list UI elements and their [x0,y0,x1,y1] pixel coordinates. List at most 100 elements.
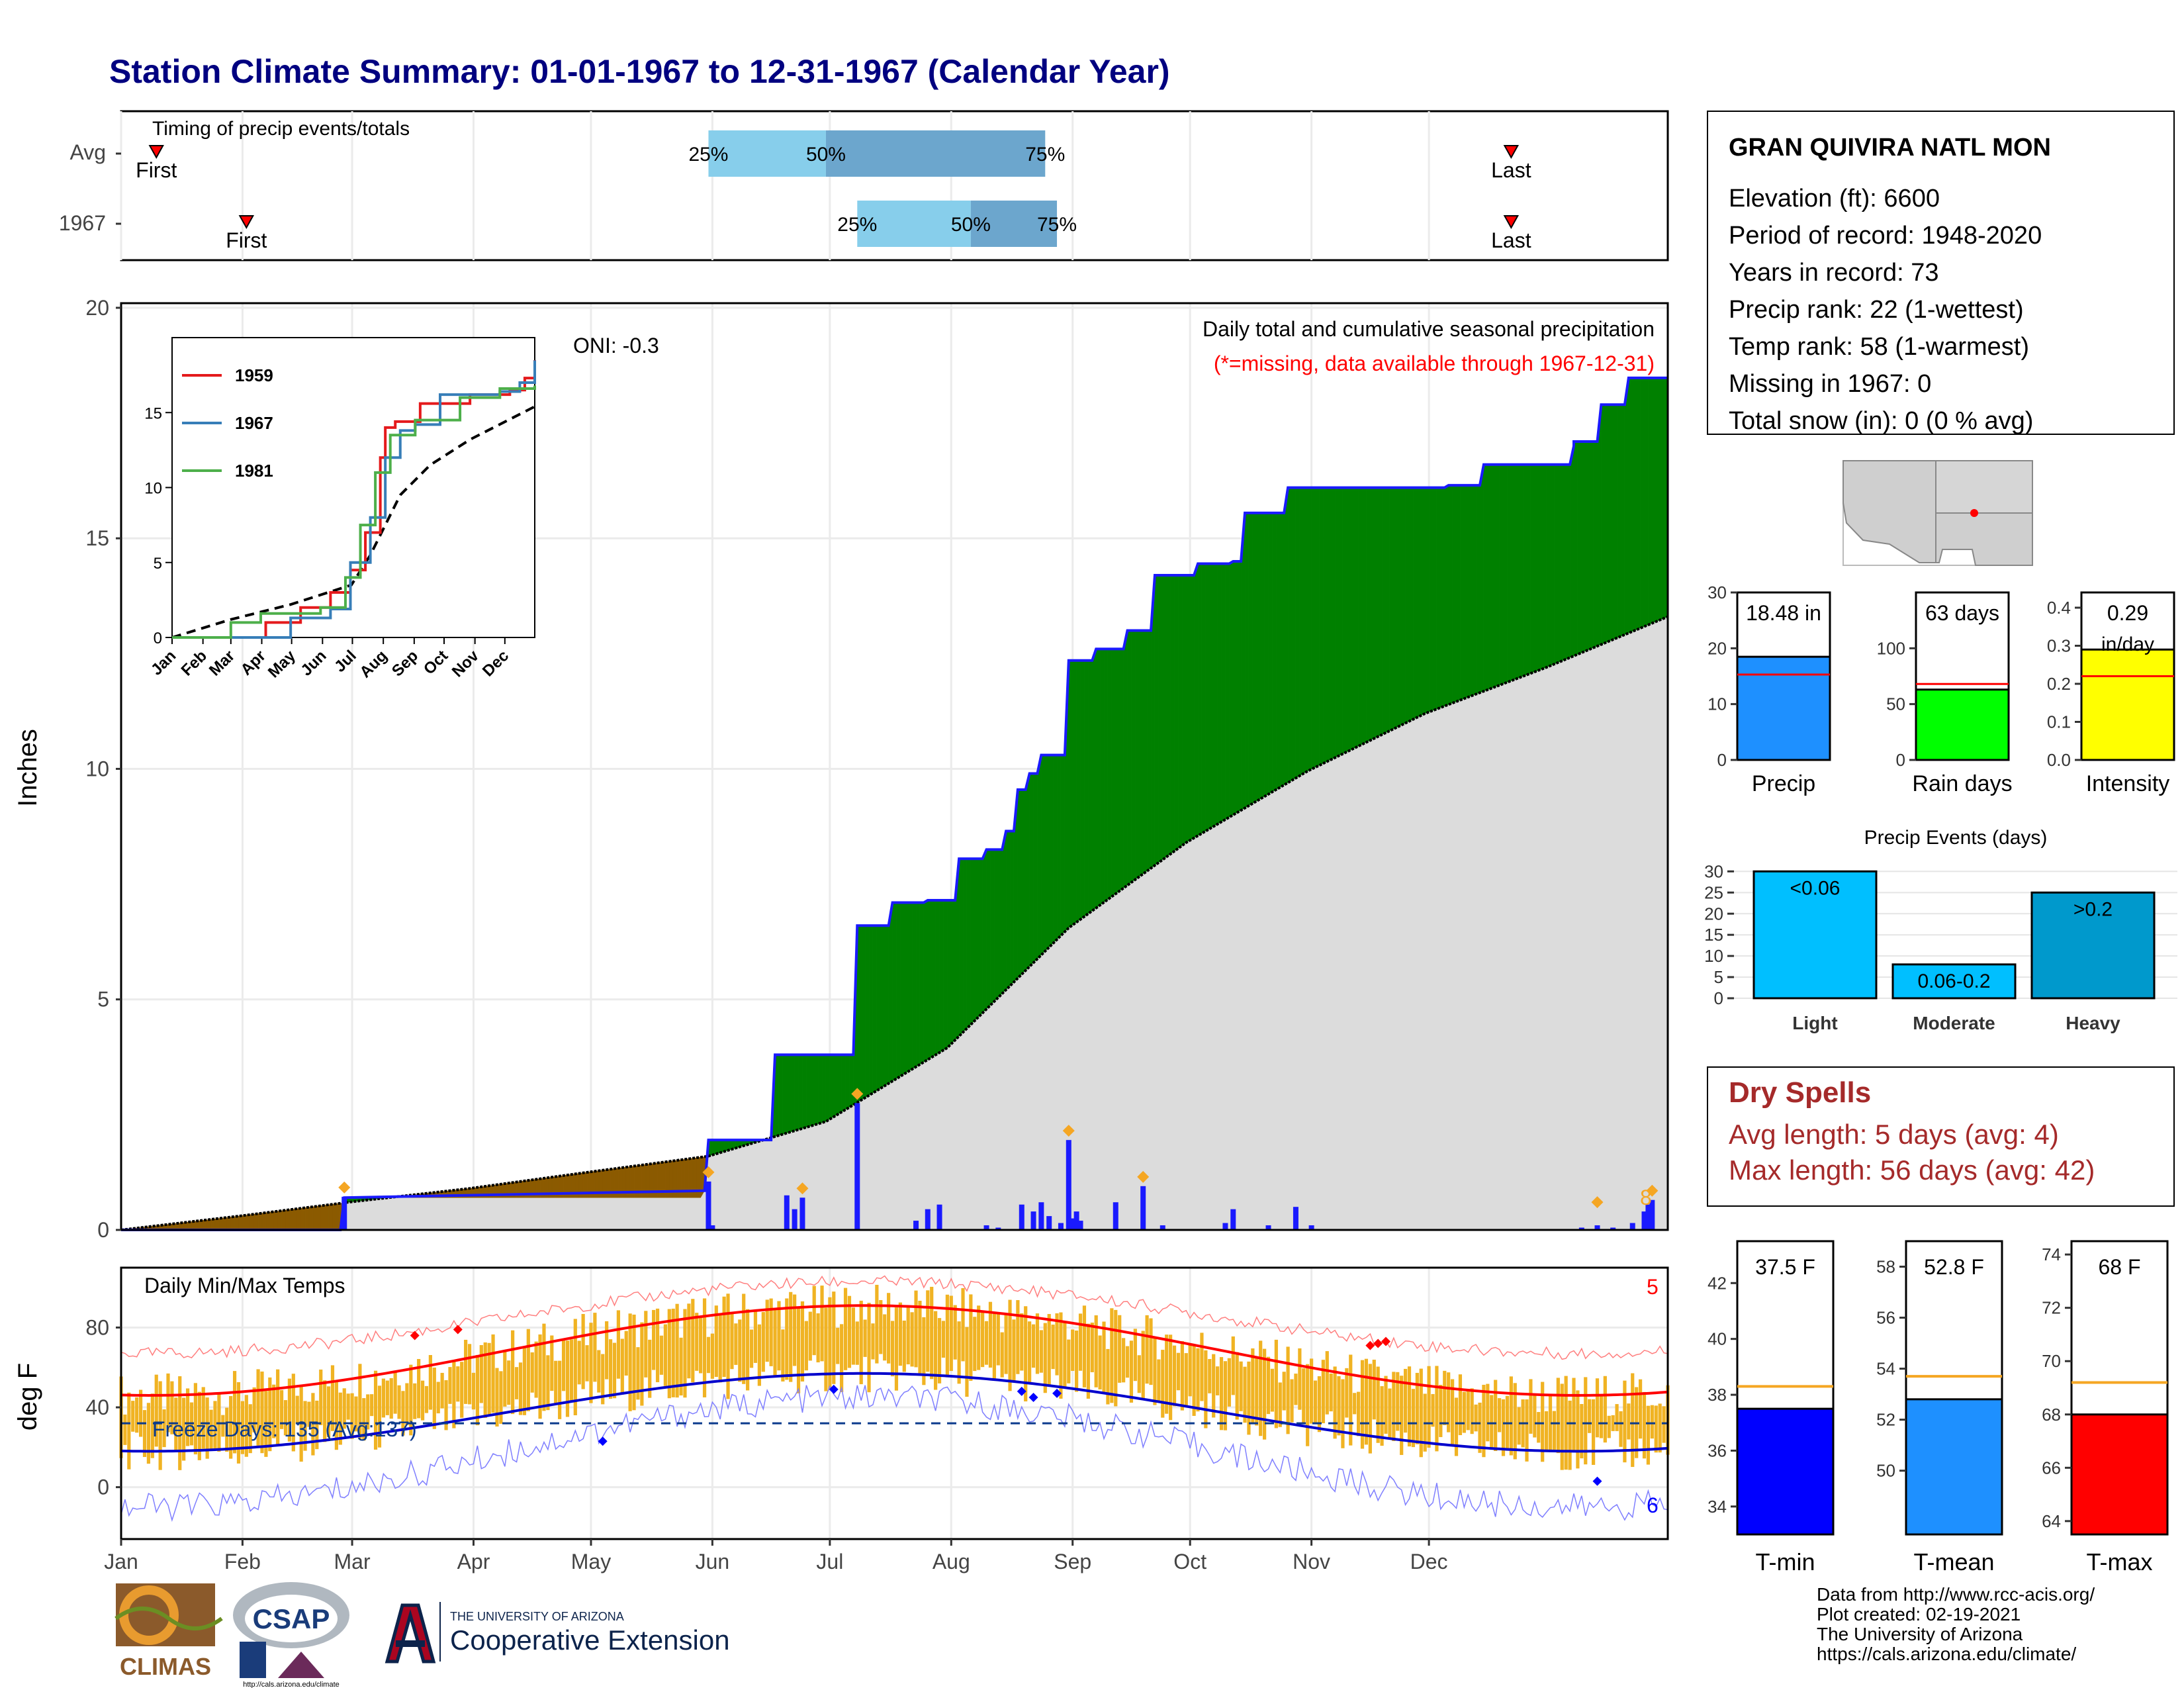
dry-deficit-segment [296,1207,302,1231]
temp-ytick-label: 80 [85,1315,109,1339]
record-high-marker [410,1331,420,1340]
daily-temp-range-bar [636,1347,640,1400]
footer-logos: CLIMAS CSAP http://cals.arizona.edu/clim… [114,1582,730,1688]
daily-temp-range-bar [796,1307,801,1393]
daily-temp-range-bar [1012,1319,1016,1382]
daily-temp-range-bar [252,1387,256,1432]
daily-temp-range-bar [1552,1411,1557,1450]
wet-surplus-segment [778,1055,784,1136]
daily-temp-range-bar [718,1313,722,1383]
wet-surplus-segment [1507,464,1512,683]
daily-temp-range-bar [1180,1341,1184,1411]
daily-temp-range-bar [413,1383,417,1419]
dry-deficit-segment [234,1215,239,1231]
wet-surplus-segment [1585,441,1590,651]
daily-temp-range-bar [1313,1380,1318,1423]
normal-cumulative-line [120,615,1668,1231]
daily-temp-range-bar [996,1313,1000,1366]
daily-temp-range-bar [1396,1372,1400,1431]
wet-surplus-segment [1123,630,1128,889]
daily-temp-range-bar [608,1339,613,1399]
freeze-days-label: Freeze Days: 135 (Avg:137) [152,1417,417,1441]
daily-temp-range-bar [201,1387,205,1449]
wet-surplus-segment [1609,404,1614,642]
wet-surplus-segment [1499,464,1504,686]
wet-surplus-segment [1299,487,1304,776]
wet-surplus-segment [860,925,866,1101]
wet-surplus-segment [817,1055,823,1125]
daily-temp-range-bar [1501,1399,1506,1456]
daily-temp-range-bar [330,1365,335,1431]
dry-deficit-segment [238,1215,243,1231]
daily-temp-range-bar [1047,1314,1051,1387]
ua-big-text: Cooperative Extension [450,1624,730,1656]
wet-surplus-segment [1432,487,1437,711]
dry-deficit-segment [230,1216,235,1231]
daily-precip-bar [709,1225,715,1230]
wet-surplus-segment [1303,487,1308,774]
daily-temp-range-bar [1357,1391,1361,1436]
wet-surplus-segment [1366,487,1371,743]
daily-temp-range-bar [965,1327,969,1397]
daily-temp-range-bar [710,1333,714,1379]
daily-temp-range-bar [1004,1314,1008,1374]
events-bar-label: Moderate [1913,1013,1995,1033]
temp-panel: deg F 0 40 80 Daily Min/Max Temps Freeze D… [13,1266,1670,1540]
daily-temp-range-bar [491,1334,495,1413]
wet-surplus-segment [1479,464,1484,693]
dry-deficit-segment [308,1206,314,1231]
inset-legend-label: 1967 [235,413,273,433]
daily-temp-range-bar [734,1323,738,1365]
daily-temp-range-bar [738,1319,742,1382]
daily-temp-range-bar [898,1302,902,1366]
wet-surplus-segment [1283,487,1289,786]
wet-surplus-segment [1401,487,1406,726]
wet-surplus-segment [868,925,874,1096]
wet-surplus-segment [794,1055,799,1131]
wet-surplus-segment [1659,377,1664,620]
wet-surplus-segment [1186,575,1191,843]
daily-temp-range-bar [358,1364,362,1439]
wet-surplus-segment [943,900,948,1051]
daily-temp-range-bar [1564,1376,1568,1470]
daily-temp-range-bar [1020,1313,1024,1371]
events-bar-value: 0.06-0.2 [1917,970,1990,992]
daily-temp-range-bar [1603,1376,1607,1443]
mini-bar-value: 63 days [1925,601,1999,625]
inset-ytick-label: 0 [154,630,162,647]
daily-temp-range-bar [1059,1312,1063,1399]
daily-temp-range-bar [381,1378,386,1418]
daily-temp-range-bar [1149,1318,1153,1385]
daily-precip-bar [1641,1211,1647,1230]
dry-deficit-segment [218,1217,224,1231]
wet-surplus-segment [1131,630,1136,883]
wet-surplus-segment [982,849,987,1013]
wet-surplus-segment [1448,485,1453,705]
daily-temp-range-bar [1282,1372,1286,1411]
wet-surplus-segment [806,1055,811,1128]
daily-temp-range-bar [154,1374,158,1447]
month-label: Feb [224,1550,261,1573]
daily-temp-range-bar [1576,1390,1580,1469]
wet-surplus-segment [1475,485,1480,695]
daily-temp-range-bar [1650,1405,1654,1439]
daily-temp-range-bar [977,1305,981,1370]
inset-legend-label: 1981 [235,461,273,481]
daily-temp-range-bar [1529,1379,1533,1434]
daily-temp-range-bar [283,1400,288,1436]
mini-bar-rain-days [1915,688,2010,761]
daily-temp-range-bar [1145,1315,1149,1384]
timing-year-last-label: Last [1491,228,1531,252]
daily-temp-range-bar [432,1367,436,1429]
wet-surplus-segment [1573,441,1578,657]
daily-temp-range-bar [1270,1368,1275,1412]
wet-surplus-segment [1428,487,1433,713]
wet-surplus-segment [951,900,956,1045]
daily-temp-range-bar [554,1360,558,1405]
daily-temp-range-bar [1082,1305,1087,1387]
timing-year-first-marker [238,215,255,230]
daily-temp-range-bar [1266,1356,1271,1415]
timing-avg-q25-q50-bar [708,130,826,177]
daily-temp-range-bar [620,1338,624,1395]
daily-temp-range-bar [1497,1398,1502,1432]
